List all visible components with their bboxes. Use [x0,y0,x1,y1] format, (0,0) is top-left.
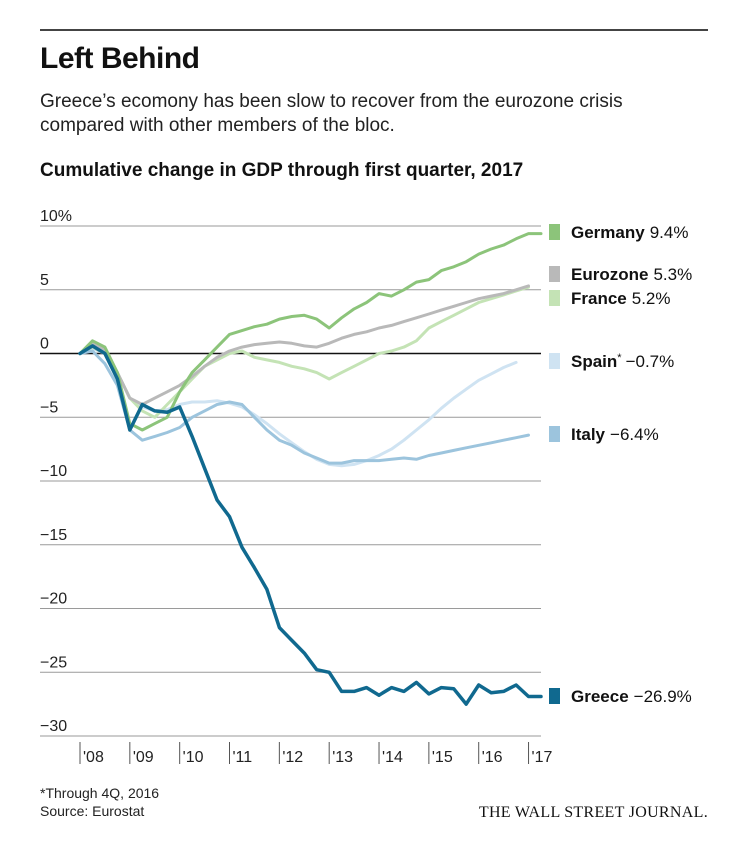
x-tick-label: '09 [133,749,154,766]
y-tick-label: 10% [40,208,72,225]
y-axis-ticks: 10% 5 0 −5 −10 −15 −20 −25 −30 [40,208,72,735]
legend-label-spain: Spain* −0.7% [571,352,674,371]
legend-swatch-germany [549,224,560,240]
x-tick-label: '15 [432,749,453,766]
y-tick-label: 5 [40,272,49,289]
legend-label-eurozone: Eurozone 5.3% [571,265,692,284]
chart-subtitle: Greece’s ecomony has been slow to recove… [40,91,623,136]
x-axis-ticks: '08 '09 '10 '11 '12 '13 '14 '15 '16 '17 [79,742,553,766]
legend-swatch-eurozone [549,266,560,282]
source-note: Source: Eurostat [40,803,145,819]
series-line-greece [78,344,543,706]
y-tick-label: −10 [40,463,67,480]
series-end-labels: Germany 9.4% Eurozone 5.3% France 5.2% Spain* −… [549,223,692,706]
gridlines [40,225,541,737]
legend-label-greece: Greece −26.9% [571,687,692,706]
x-tick-label: '12 [282,749,303,766]
y-tick-label: −15 [40,527,67,544]
series-line-france [78,285,530,419]
y-tick-label: −25 [40,654,67,671]
series-lines [78,232,543,706]
gdp-line-chart: 10% 5 0 −5 −10 −15 −20 −25 −30 '08 '09 '10 '11 '12 '1… [40,208,692,766]
y-tick-label: −5 [40,399,58,416]
legend-label-italy: Italy −6.4% [571,425,659,444]
x-tick-label: '10 [183,749,204,766]
series-line-eurozone [78,284,530,406]
legend-swatch-greece [549,688,560,704]
footnote: *Through 4Q, 2016 [40,785,160,801]
chart-headline: Left Behind [40,42,200,75]
x-tick-label: '11 [233,749,253,766]
publisher-logo: THE WALL STREET JOURNAL. [478,804,708,821]
top-rule [40,29,708,31]
y-tick-label: −30 [40,718,67,735]
x-tick-label: '08 [83,749,104,766]
legend-label-germany: Germany 9.4% [571,223,688,242]
series-line-italy [78,349,530,465]
legend-swatch-france [549,290,560,306]
x-tick-label: '13 [332,749,353,766]
legend-swatch-italy [549,426,560,442]
legend-swatch-spain [549,353,560,369]
x-tick-label: '17 [532,749,553,766]
series-line-germany [78,232,543,432]
chart-title: Cumulative change in GDP through first q… [40,160,524,181]
y-tick-label: −20 [40,591,67,608]
x-tick-label: '14 [382,749,403,766]
x-tick-label: '16 [482,749,503,766]
y-tick-label: 0 [40,336,49,353]
legend-label-france: France 5.2% [571,289,671,308]
